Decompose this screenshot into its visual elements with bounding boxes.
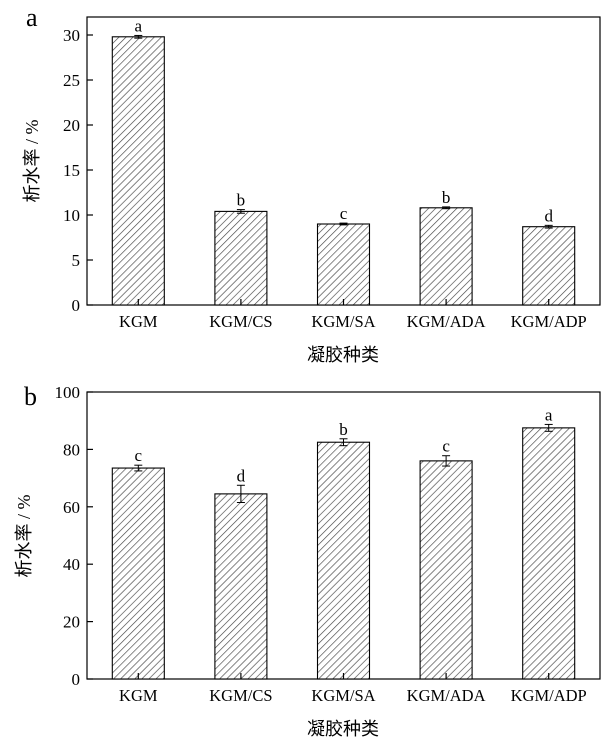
panel-a-error-bar-1	[236, 209, 245, 214]
panel-a-ytick-label: 25	[63, 71, 80, 90]
panel-b-category-label: KGM/ADP	[511, 686, 587, 705]
panel-a-ylabel: 析水率 / %	[22, 119, 42, 202]
panel-b-significance-label: c	[442, 437, 450, 456]
panel-b-ytick-label: 80	[63, 440, 80, 459]
panel-a-letter: a	[26, 3, 38, 32]
panel-a-category-label: KGM/ADP	[511, 312, 587, 331]
panel-b-error-bar-0	[134, 464, 143, 472]
panel-b-ylabel: 析水率 / %	[14, 494, 34, 577]
panel-b-category-label: KGM/CS	[209, 686, 272, 705]
panel-b-significance-label: d	[237, 466, 246, 485]
panel-b-error-bar-4	[544, 423, 553, 432]
panel-b: b 析水率 / % 凝胶种类 0 20 40 60 80 100 c KGM d KGM/CS b K…	[14, 382, 601, 739]
panel-a: a 析水率 / % 凝胶种类 0 5 10 15 20 25 30 a KGM b KGM/CS c K…	[22, 3, 601, 365]
panel-a-xlabel: 凝胶种类	[307, 345, 379, 365]
panel-a-ytick-label: 0	[72, 296, 81, 315]
panel-b-significance-label: a	[545, 405, 553, 424]
panel-a-marks: 0 5 10 15 20 25 30 a KGM b KGM/CS c KGM/SA b KGM/ADA d K…	[63, 16, 587, 331]
panel-a-significance-label: b	[442, 188, 451, 207]
panel-a-category-label: KGM	[119, 312, 158, 331]
panel-a-bar-3	[419, 207, 473, 306]
panel-b-category-label: KGM	[119, 686, 158, 705]
panel-a-significance-label: b	[237, 191, 246, 210]
panel-b-error-bar-1	[236, 484, 245, 503]
panel-a-ytick-label: 15	[63, 161, 80, 180]
panel-b-error-bar-3	[442, 455, 451, 467]
panel-b-ytick-label: 40	[63, 555, 80, 574]
panel-a-bar-1	[214, 210, 268, 306]
panel-a-category-label: KGM/CS	[209, 312, 272, 331]
panel-b-xlabel: 凝胶种类	[307, 719, 379, 739]
panel-a-error-bar-3	[442, 206, 451, 210]
panel-b-marks: 0 20 40 60 80 100 c KGM d KGM/CS b KGM/SA c KGM/ADA a K…	[55, 383, 587, 705]
panel-a-ytick-label: 30	[63, 26, 80, 45]
panel-b-significance-label: c	[135, 446, 143, 465]
panel-b-ytick-label: 100	[55, 383, 81, 402]
panel-b-category-label: KGM/SA	[311, 686, 375, 705]
panel-b-letter: b	[24, 382, 37, 411]
panel-a-ytick-label: 20	[63, 116, 80, 135]
panel-b-bar-1	[214, 493, 268, 680]
panel-b-error-bar-2	[339, 438, 348, 447]
panel-b-ytick-label: 20	[63, 613, 80, 632]
panel-a-bar-2	[316, 223, 371, 306]
panel-a-significance-label: c	[340, 204, 348, 223]
panel-a-bar-0	[111, 36, 165, 306]
panel-a-category-label: KGM/SA	[311, 312, 375, 331]
panel-a-error-bar-2	[339, 222, 348, 226]
panel-a-ytick-label: 10	[63, 206, 80, 225]
panel-b-significance-label: b	[339, 420, 348, 439]
panel-a-error-bar-4	[544, 224, 553, 229]
panel-a-significance-label: a	[135, 16, 143, 35]
panel-b-bar-0	[111, 467, 165, 680]
panel-b-ytick-label: 60	[63, 498, 80, 517]
panel-b-ytick-label: 0	[72, 670, 81, 689]
panel-a-error-bar-0	[134, 34, 143, 39]
panel-a-category-label: KGM/ADA	[407, 312, 486, 331]
panel-b-bar-3	[419, 460, 473, 680]
panel-a-significance-label: d	[544, 206, 553, 225]
panel-b-bar-4	[522, 427, 576, 680]
panel-b-bar-2	[316, 441, 371, 680]
panel-a-bar-4	[522, 226, 576, 306]
panel-a-ytick-label: 5	[72, 251, 81, 270]
panel-b-category-label: KGM/ADA	[407, 686, 486, 705]
